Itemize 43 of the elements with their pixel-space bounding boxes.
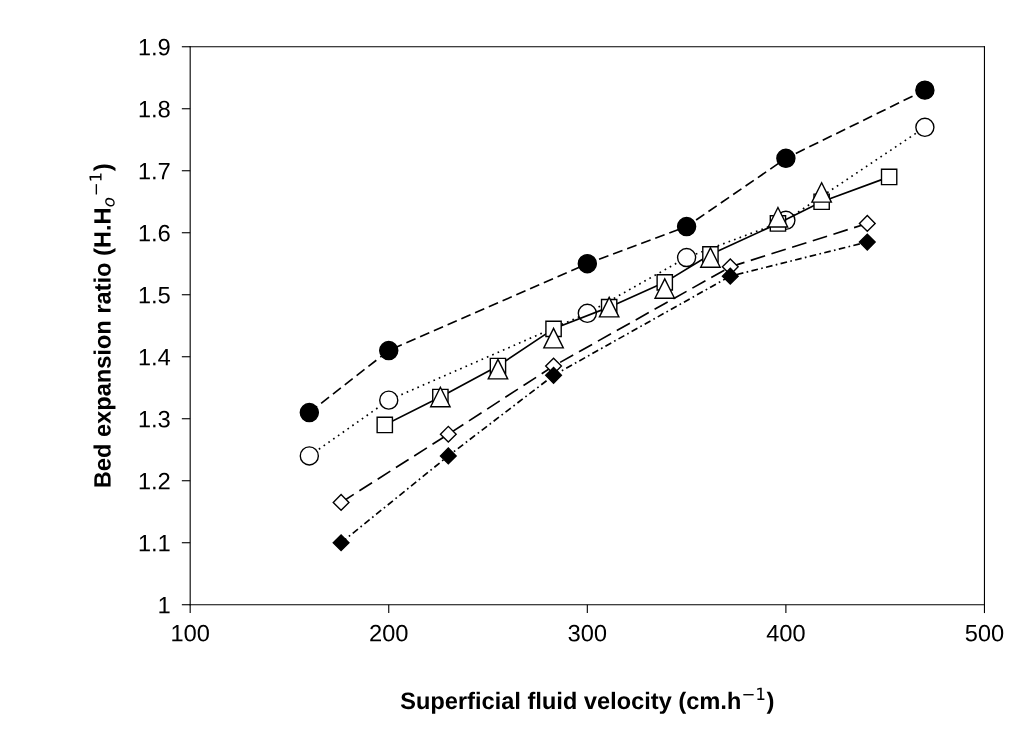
y-tick-label: 1.1 bbox=[139, 535, 170, 552]
point bbox=[332, 493, 350, 511]
y-tick-label: 1.3 bbox=[139, 410, 170, 428]
y-tick-label: 1.5 bbox=[139, 287, 170, 304]
point bbox=[299, 402, 320, 423]
point bbox=[577, 254, 598, 274]
y-tick-label: 1.4 bbox=[139, 349, 171, 366]
x-tick-label: 100 bbox=[172, 624, 209, 642]
y-tick-label: 1.9 bbox=[139, 38, 170, 56]
point bbox=[880, 168, 898, 186]
point bbox=[676, 247, 697, 268]
point bbox=[858, 233, 876, 251]
y-tick-label: 1 bbox=[159, 597, 170, 614]
x-tick-label: 300 bbox=[568, 624, 607, 642]
point bbox=[676, 216, 697, 237]
point bbox=[654, 278, 676, 299]
point bbox=[721, 267, 739, 285]
point bbox=[299, 446, 320, 466]
point bbox=[858, 214, 876, 232]
point bbox=[543, 327, 564, 349]
point bbox=[376, 416, 394, 434]
point bbox=[332, 534, 350, 552]
point bbox=[915, 80, 935, 100]
y-tick-label: 1.2 bbox=[139, 472, 170, 490]
point bbox=[915, 117, 935, 138]
point bbox=[439, 447, 457, 465]
y-tick-label: 1.6 bbox=[139, 224, 170, 242]
x-tick-label: 500 bbox=[965, 624, 1004, 642]
point bbox=[776, 148, 796, 169]
y-tick-label: 1.7 bbox=[139, 163, 170, 180]
x-tick-label: 200 bbox=[370, 624, 408, 642]
x-axis-title: Superficial fluid velocity (cm.h$^{−1}$) bbox=[400, 687, 774, 714]
point bbox=[545, 366, 563, 384]
point bbox=[379, 390, 399, 410]
point bbox=[767, 206, 789, 228]
x-tick-label: 400 bbox=[766, 624, 805, 642]
y-axis-title: Bed expansion ratio (H.H$_{o}$$^{−1}$) bbox=[89, 164, 116, 487]
y-tick-label: 1.8 bbox=[139, 100, 170, 118]
point bbox=[379, 340, 399, 361]
point bbox=[487, 358, 509, 380]
point bbox=[439, 425, 457, 443]
point bbox=[811, 182, 833, 203]
point bbox=[700, 247, 721, 268]
